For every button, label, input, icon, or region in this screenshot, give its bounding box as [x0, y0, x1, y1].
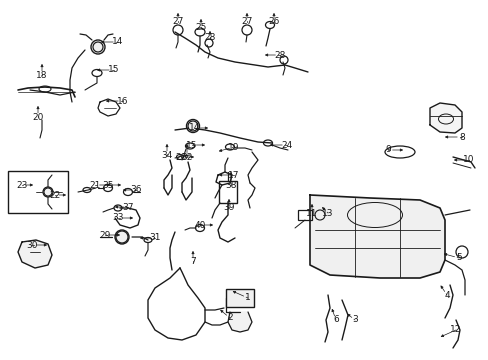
Text: 34: 34	[161, 150, 172, 159]
Text: 33: 33	[112, 213, 123, 222]
Text: 28: 28	[274, 50, 285, 59]
Text: 39: 39	[223, 203, 234, 212]
Text: 35: 35	[102, 180, 114, 189]
Text: 6: 6	[332, 315, 338, 324]
Text: 28: 28	[204, 33, 215, 42]
Text: 3: 3	[351, 315, 357, 324]
Text: 27: 27	[241, 18, 252, 27]
Bar	[297, 210, 311, 220]
Circle shape	[93, 42, 103, 52]
Text: 36: 36	[130, 185, 142, 194]
Text: 11: 11	[305, 208, 317, 217]
Text: 12: 12	[449, 325, 461, 334]
Text: 10: 10	[462, 156, 474, 165]
Text: 16: 16	[117, 96, 128, 105]
Text: 38: 38	[225, 180, 236, 189]
Text: 31: 31	[149, 234, 161, 243]
Polygon shape	[429, 103, 461, 133]
Bar	[8, 171, 68, 213]
Polygon shape	[309, 195, 444, 278]
Text: 22: 22	[49, 190, 61, 199]
Polygon shape	[227, 312, 251, 332]
Text: 4: 4	[443, 291, 449, 300]
Text: 15: 15	[186, 140, 197, 149]
Text: 29: 29	[99, 230, 110, 239]
Text: 21: 21	[89, 180, 101, 189]
Text: 2: 2	[227, 314, 232, 323]
Text: 26: 26	[268, 18, 279, 27]
Text: 32: 32	[181, 153, 192, 162]
Text: 20: 20	[175, 153, 186, 162]
Text: 13: 13	[322, 208, 333, 217]
Text: 40: 40	[194, 220, 205, 230]
Circle shape	[116, 231, 128, 243]
Text: 9: 9	[385, 145, 390, 154]
Text: 8: 8	[458, 132, 464, 141]
Text: 5: 5	[455, 253, 461, 262]
Circle shape	[187, 121, 198, 131]
Text: 25: 25	[195, 23, 206, 32]
Text: 23: 23	[16, 180, 28, 189]
Text: 24: 24	[281, 140, 292, 149]
Text: 19: 19	[228, 143, 239, 152]
Text: 18: 18	[36, 71, 48, 80]
Polygon shape	[18, 240, 52, 268]
Text: 14: 14	[112, 37, 123, 46]
Text: 37: 37	[122, 202, 134, 211]
Text: 17: 17	[228, 171, 239, 180]
Text: 20: 20	[32, 112, 43, 122]
Text: 7: 7	[190, 257, 196, 266]
Bar	[225, 289, 253, 307]
Circle shape	[44, 188, 52, 196]
Text: 14: 14	[189, 123, 200, 132]
Text: 27: 27	[172, 18, 183, 27]
Text: 1: 1	[244, 293, 250, 302]
Text: 15: 15	[108, 66, 120, 75]
Bar	[219, 181, 237, 203]
Text: 30: 30	[26, 240, 38, 249]
